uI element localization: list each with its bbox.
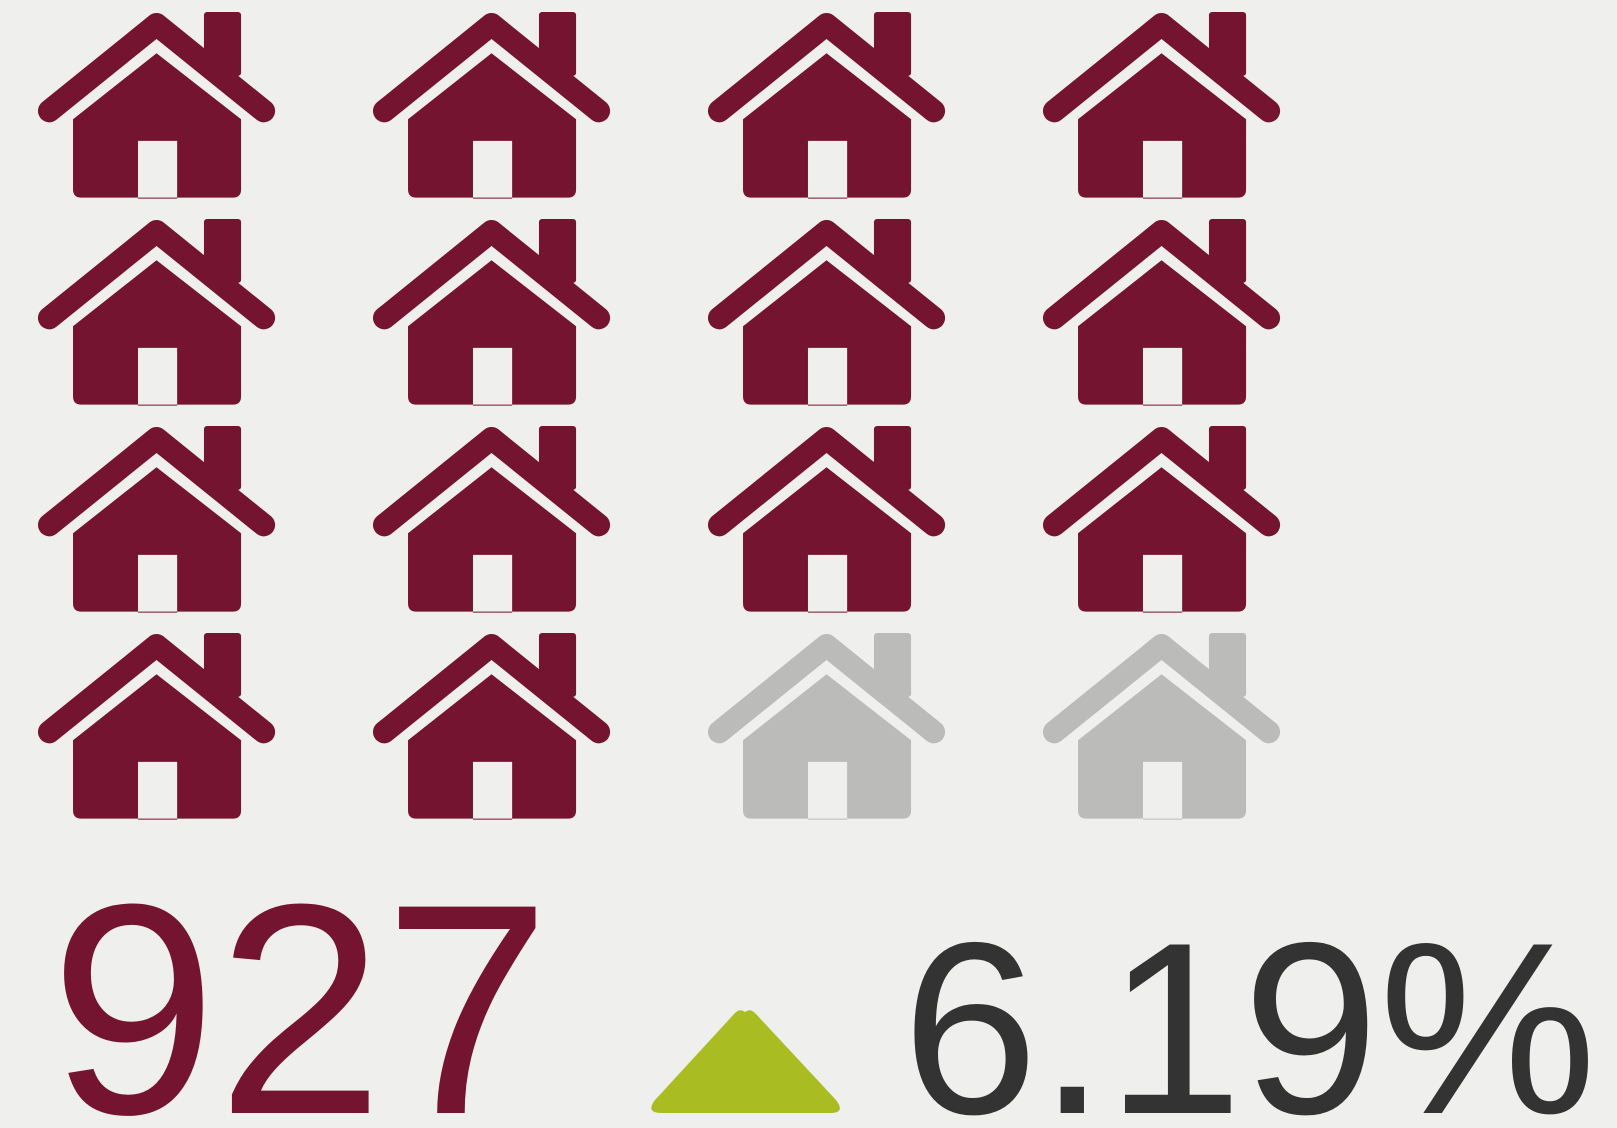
roof	[707, 634, 946, 744]
body	[408, 260, 577, 406]
body	[73, 467, 242, 613]
change-value: 6.19%	[902, 891, 1597, 1128]
house-filled	[37, 633, 276, 820]
body	[743, 260, 912, 406]
house-empty	[1042, 633, 1281, 820]
house-filled	[372, 426, 611, 613]
house-filled	[37, 219, 276, 406]
roof	[707, 13, 946, 123]
house-filled	[372, 633, 611, 820]
roof	[372, 634, 611, 744]
roof	[1042, 13, 1281, 123]
roof	[372, 13, 611, 123]
roof	[707, 220, 946, 330]
change-arrow	[651, 1010, 840, 1113]
body	[1078, 467, 1247, 613]
house-filled	[37, 12, 276, 199]
house-filled	[1042, 12, 1281, 199]
roof	[37, 634, 276, 744]
roof	[1042, 634, 1281, 744]
body	[1078, 674, 1247, 820]
roof	[37, 220, 276, 330]
roof	[372, 220, 611, 330]
house-filled	[372, 12, 611, 199]
count-value: 927	[50, 841, 551, 1128]
roof	[707, 427, 946, 537]
roof	[1042, 427, 1281, 537]
roof	[37, 427, 276, 537]
roof	[372, 427, 611, 537]
house-filled	[1042, 219, 1281, 406]
house-filled	[37, 426, 276, 613]
body	[1078, 260, 1247, 406]
body	[408, 467, 577, 613]
body	[743, 674, 912, 820]
house-empty	[707, 633, 946, 820]
house-filled	[1042, 426, 1281, 613]
house-filled	[372, 219, 611, 406]
body	[1078, 53, 1247, 199]
house-filled	[707, 12, 946, 199]
body	[408, 674, 577, 820]
body	[73, 260, 242, 406]
body	[743, 53, 912, 199]
roof	[1042, 220, 1281, 330]
body	[73, 674, 242, 820]
body	[73, 53, 242, 199]
house-grid	[37, 12, 1281, 820]
house-filled	[707, 219, 946, 406]
house-filled	[707, 426, 946, 613]
roof	[37, 13, 276, 123]
body	[408, 53, 577, 199]
body	[743, 467, 912, 613]
